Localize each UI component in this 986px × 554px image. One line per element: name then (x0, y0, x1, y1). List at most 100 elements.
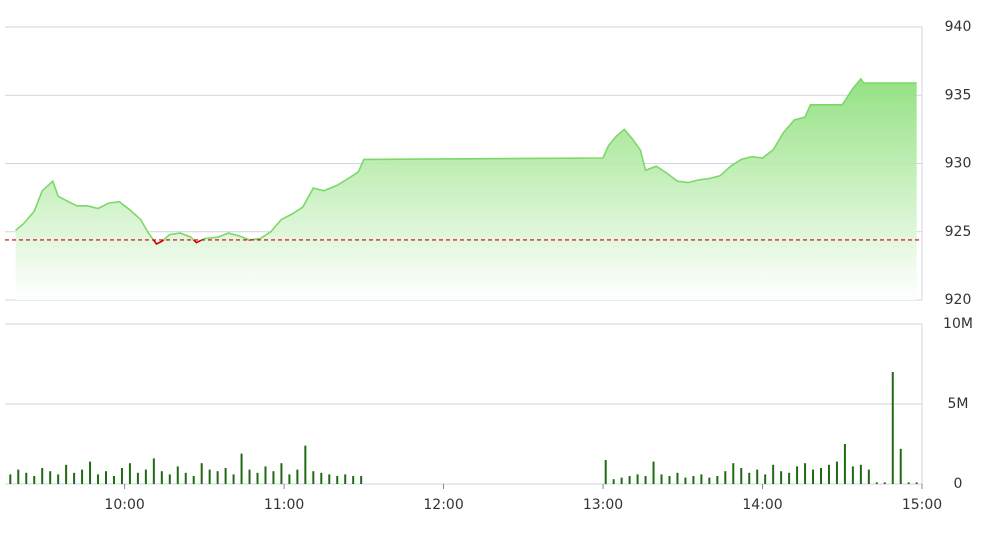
volume-bar (280, 463, 283, 484)
price-area (15, 78, 917, 301)
volume-bar (620, 477, 623, 484)
volume-bar (65, 464, 68, 484)
volume-bar (33, 476, 36, 484)
volume-bar (120, 468, 123, 484)
volume-bar (636, 474, 639, 484)
x-tick-label: 15:00 (902, 497, 942, 513)
volume-bar (105, 471, 108, 484)
volume-bar (89, 461, 92, 484)
volume-bar (907, 482, 910, 484)
volume-bar (200, 463, 203, 484)
volume-bar (612, 479, 615, 484)
volume-bar (17, 469, 20, 484)
volume-bar (740, 468, 743, 484)
volume-bar (264, 466, 267, 484)
volume-bar (144, 469, 147, 484)
volume-bar (708, 477, 711, 484)
volume-bar (41, 468, 44, 484)
volume-bar (352, 476, 355, 484)
volume-bar (136, 472, 139, 484)
volume-bar (724, 471, 727, 484)
x-tick-label: 13:00 (583, 497, 623, 513)
volume-bar (152, 458, 155, 484)
volume-bar (248, 469, 251, 484)
volume-bar (644, 476, 647, 484)
volume-bar (819, 468, 822, 484)
volume-bar (176, 466, 179, 484)
volume-bar (915, 482, 918, 484)
volume-bar (344, 474, 347, 484)
volume-bar (700, 474, 703, 484)
volume-bar (240, 453, 243, 484)
y-tick-label: 930 (945, 156, 972, 172)
volume-bar (804, 463, 807, 484)
volume-bar (320, 472, 323, 484)
volume-bar (859, 464, 862, 484)
y-tick-label: 940 (945, 19, 972, 35)
volume-bar (875, 482, 878, 484)
volume-bar (780, 471, 783, 484)
volume-bar (128, 463, 131, 484)
volume-bar (827, 464, 830, 484)
volume-bar (732, 463, 735, 484)
price-line (15, 77, 917, 240)
volume-bar (883, 482, 886, 484)
volume-bar (336, 476, 339, 484)
volume-bar (112, 476, 115, 484)
volume-bar (312, 471, 315, 484)
volume-bar (288, 474, 291, 484)
volume-bar (676, 472, 679, 484)
volume-bar (224, 468, 227, 484)
x-tick-label: 14:00 (742, 497, 782, 513)
volume-bar (604, 460, 607, 484)
volume-bar (57, 474, 60, 484)
volume-bar (716, 476, 719, 484)
volume-bar (160, 471, 163, 484)
volume-bar (764, 474, 767, 484)
volume-bar (232, 474, 235, 484)
volume-bar (81, 469, 84, 484)
volume-bar (49, 471, 52, 484)
volume-bar (272, 471, 275, 484)
volume-bar (9, 474, 12, 484)
volume-bar (788, 472, 791, 484)
volume-bar (25, 472, 28, 484)
x-tick-label: 12:00 (423, 497, 463, 513)
volume-bar (668, 476, 671, 484)
volume-bar (684, 477, 687, 484)
volume-bar (184, 472, 187, 484)
y-tick-label: 0 (954, 476, 963, 492)
y-tick-label: 935 (945, 87, 972, 103)
volume-bar (652, 461, 655, 484)
volume-bar (208, 469, 211, 484)
y-tick-label: 5M (948, 396, 969, 412)
y-tick-label: 920 (945, 292, 972, 308)
volume-bar (360, 476, 363, 484)
volume-bar (256, 472, 259, 484)
x-tick-label: 11:00 (264, 497, 304, 513)
volume-bar (812, 469, 815, 484)
x-tick-label: 10:00 (104, 497, 144, 513)
volume-bar (73, 472, 76, 484)
volume-bar (660, 474, 663, 484)
volume-bar (756, 469, 759, 484)
volume-bar (168, 474, 171, 484)
volume-bar (304, 445, 307, 484)
volume-bar (748, 472, 751, 484)
volume-bar (692, 476, 695, 484)
y-tick-label: 10M (943, 316, 973, 332)
volume-bar (628, 476, 631, 484)
volume-bar (772, 464, 775, 484)
volume-bar (891, 372, 894, 484)
volume-bar (97, 474, 100, 484)
volume-bar (796, 466, 799, 484)
volume-bar (216, 471, 219, 484)
volume-bar (192, 476, 195, 484)
volume-bar (899, 448, 902, 484)
volume-bar (843, 444, 846, 484)
y-tick-label: 925 (945, 224, 972, 240)
volume-bar (296, 469, 299, 484)
volume-bar (867, 469, 870, 484)
volume-bar (328, 474, 331, 484)
